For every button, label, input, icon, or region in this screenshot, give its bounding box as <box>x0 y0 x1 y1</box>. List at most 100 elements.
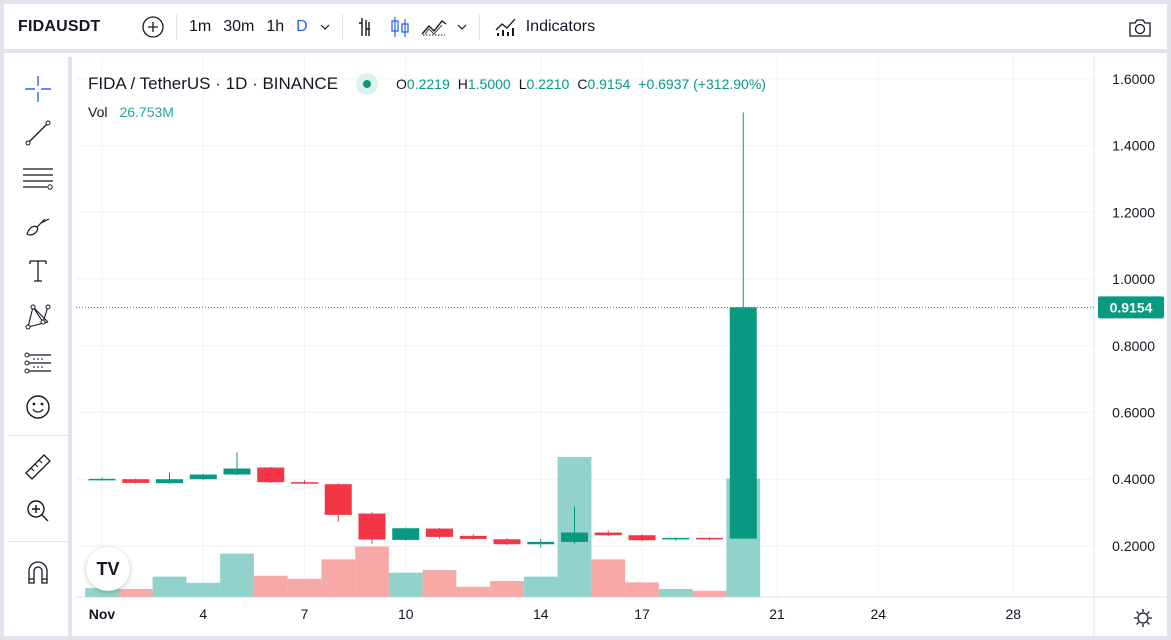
candle-body <box>223 468 251 475</box>
text-tool-button[interactable] <box>18 253 58 289</box>
crosshair-tool-button[interactable] <box>18 71 58 107</box>
toolbar-divider <box>8 541 68 542</box>
candle-body <box>696 537 723 540</box>
tradingview-logo[interactable]: TV <box>86 547 130 591</box>
candle-body <box>358 513 386 540</box>
candle-body <box>459 535 487 539</box>
candle-body <box>594 532 622 536</box>
volume-value: 26.753M <box>119 104 174 120</box>
interval-1m[interactable]: 1m <box>189 17 212 35</box>
interval-1h[interactable]: 1h <box>266 17 285 35</box>
settings-button[interactable] <box>1133 608 1153 628</box>
bar-chart-icon <box>358 17 370 36</box>
interval-30m[interactable]: 30m <box>223 17 255 35</box>
volume-bar <box>692 590 727 597</box>
price-axis[interactable]: 1.6000 1.4000 1.2000 1.0000 0.8000 0.6000 0.40… <box>1098 71 1164 554</box>
interval-1d[interactable]: D <box>296 17 308 35</box>
fib-tool-button[interactable] <box>18 161 58 197</box>
emoji-icon <box>26 395 50 419</box>
volume-bar <box>220 553 254 597</box>
low-key: L <box>518 76 527 92</box>
volume-bar <box>422 569 457 597</box>
volume-bar <box>490 581 524 597</box>
candles <box>88 112 757 548</box>
candles-icon <box>391 16 409 37</box>
volume-bar <box>355 546 389 597</box>
magnet-icon <box>28 561 48 584</box>
last-price-tag <box>1098 296 1164 319</box>
volume-bar <box>287 578 322 597</box>
last-price-label: 0.9154 <box>1110 299 1153 315</box>
zoom-tool-button[interactable] <box>18 493 58 529</box>
symbol-search-button[interactable]: FIDAUSDT <box>18 17 101 35</box>
time-tick-label: Nov <box>89 606 116 622</box>
candle-body <box>189 474 217 480</box>
volume-bar <box>186 582 221 597</box>
chart-type-dropdown-button[interactable] <box>451 10 473 44</box>
trend-line-tool-button[interactable] <box>18 115 58 151</box>
bar-chart-button[interactable] <box>349 10 383 44</box>
zoom-in-icon <box>27 500 49 522</box>
volume-bar <box>591 559 626 597</box>
text-icon <box>29 260 47 282</box>
chart-pane[interactable]: 1.6000 1.4000 1.2000 1.0000 0.8000 0.6000 0.40… <box>76 57 1167 636</box>
time-tick-label: 4 <box>199 606 207 622</box>
screenshot-button[interactable] <box>1125 14 1155 42</box>
volume-bar <box>625 582 659 597</box>
toolbar-divider <box>341 13 343 40</box>
time-tick-label: 10 <box>398 606 414 622</box>
indicators-button[interactable]: Indicators <box>486 10 603 44</box>
volume-legend: Vol 26.753M <box>88 104 174 120</box>
candle-body <box>392 528 420 540</box>
volume-bar <box>388 572 423 597</box>
area-chart-button[interactable] <box>417 10 451 44</box>
volume-label: Vol <box>88 104 108 120</box>
compare-button[interactable] <box>136 10 170 44</box>
candle-body <box>88 478 116 481</box>
time-axis[interactable]: Nov 4 7 10 14 17 21 24 28 <box>89 606 1021 622</box>
chart-grid <box>76 57 1167 636</box>
price-tick-label: 1.2000 <box>1112 204 1155 220</box>
ruler-icon <box>25 454 51 480</box>
time-tick-label: 28 <box>1005 606 1021 622</box>
magnet-tool-button[interactable] <box>18 555 58 591</box>
indicators-icon <box>495 18 516 36</box>
interval-dropdown-button[interactable] <box>314 10 336 44</box>
candle-body <box>156 479 183 484</box>
candle-body <box>122 479 150 483</box>
plus-circle-icon <box>142 15 164 38</box>
area-chart-icon <box>421 19 447 35</box>
high-key: H <box>457 76 468 92</box>
candles-button[interactable] <box>383 10 417 44</box>
gear-icon <box>1134 609 1152 627</box>
price-tick-label: 1.0000 <box>1112 271 1155 287</box>
volume-bar <box>85 588 119 597</box>
logo-text: TV <box>96 558 120 579</box>
candle-body <box>561 532 588 542</box>
measure-tool-button[interactable] <box>18 449 58 485</box>
chevron-down-icon <box>457 24 467 30</box>
candle-body <box>291 482 318 484</box>
candle-body <box>426 528 453 537</box>
pattern-icon <box>25 304 51 330</box>
indicators-label: Indicators <box>525 17 596 35</box>
prediction-icon <box>24 352 51 374</box>
brush-icon <box>26 218 50 236</box>
top-toolbar: FIDAUSDT 1m 30m 1h D Indicators <box>4 4 1167 53</box>
candlestick-chart[interactable]: 1.6000 1.4000 1.2000 1.0000 0.8000 0.6000 0.40… <box>76 57 1167 636</box>
price-tick-label: 0.8000 <box>1112 338 1155 354</box>
price-tick-label: 0.4000 <box>1112 471 1155 487</box>
trend-line-icon <box>25 120 51 146</box>
pattern-tool-button[interactable] <box>18 299 58 335</box>
price-tick-label: 0.2000 <box>1112 538 1155 554</box>
candle-body <box>729 307 757 539</box>
brush-tool-button[interactable] <box>18 207 58 243</box>
status-dot <box>363 80 372 88</box>
time-tick-label: 14 <box>533 606 549 622</box>
series-title: FIDA / TetherUS · 1D · BINANCE <box>88 74 339 93</box>
crosshair-icon <box>25 76 51 102</box>
market-status-indicator[interactable] <box>356 73 379 95</box>
emoji-tool-button[interactable] <box>18 389 58 425</box>
volume-bar <box>253 575 288 597</box>
prediction-tool-button[interactable] <box>18 345 58 381</box>
